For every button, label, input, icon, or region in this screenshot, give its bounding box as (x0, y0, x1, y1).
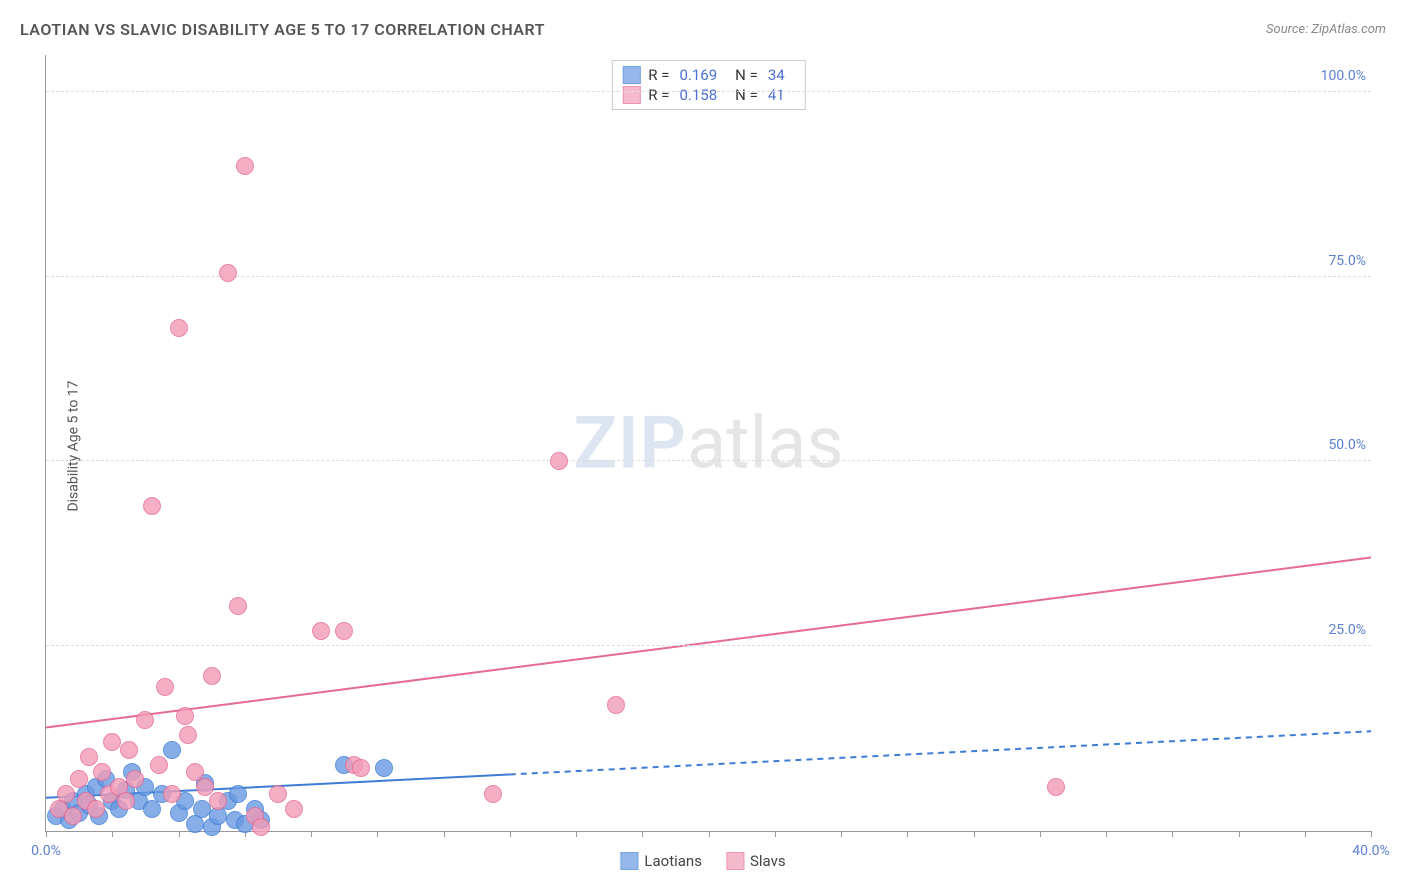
x-tick (642, 831, 643, 837)
data-point (285, 800, 303, 818)
y-tick-label: 100.0% (1321, 68, 1366, 84)
data-point (203, 667, 221, 685)
data-point (229, 785, 247, 803)
data-point (335, 622, 353, 640)
data-point (120, 741, 138, 759)
data-point (57, 785, 75, 803)
x-tick (1305, 831, 1306, 837)
x-tick (1239, 831, 1240, 837)
data-point (156, 678, 174, 696)
x-tick (46, 831, 47, 837)
data-point (252, 818, 270, 836)
watermark: ZIPatlas (573, 401, 843, 486)
r-value: 0.158 (679, 86, 717, 104)
gridline-h (46, 276, 1371, 277)
chart-plot-area: ZIPatlas R = 0.169 N = 34 R = 0.158 N = 41 25.0… (45, 55, 1371, 832)
n-value: 41 (768, 86, 785, 104)
watermark-zip: ZIP (573, 401, 686, 486)
legend-top-row: R = 0.169 N = 34 (622, 65, 794, 85)
correlation-legend: R = 0.169 N = 34 R = 0.158 N = 41 (611, 60, 805, 110)
data-point (229, 597, 247, 615)
x-tick (112, 831, 113, 837)
legend-swatch (622, 66, 640, 84)
x-tick-label: 0.0% (31, 843, 61, 859)
legend-swatch (726, 852, 744, 870)
x-tick (179, 831, 180, 837)
legend-swatch (622, 86, 640, 104)
x-tick (709, 831, 710, 837)
data-point (64, 807, 82, 825)
data-point (236, 157, 254, 175)
series-legend: Laotians Slavs (620, 852, 785, 870)
data-point (179, 726, 197, 744)
x-tick (311, 831, 312, 837)
title-bar: LAOTIAN VS SLAVIC DISABILITY AGE 5 TO 17… (20, 20, 1386, 39)
data-point (117, 792, 135, 810)
data-point (269, 785, 287, 803)
legend-series-label: Slavs (750, 852, 786, 870)
data-point (550, 452, 568, 470)
data-point (143, 497, 161, 515)
data-point (219, 264, 237, 282)
gridline-h (46, 91, 1371, 92)
x-tick (377, 831, 378, 837)
legend-series-label: Laotians (644, 852, 702, 870)
data-point (93, 763, 111, 781)
n-label: N = (735, 66, 758, 84)
n-value: 34 (768, 66, 785, 84)
x-tick (1040, 831, 1041, 837)
data-point (70, 770, 88, 788)
chart-title: LAOTIAN VS SLAVIC DISABILITY AGE 5 TO 17… (20, 20, 545, 39)
data-point (193, 800, 211, 818)
x-tick (974, 831, 975, 837)
legend-series-item: Laotians (620, 852, 702, 870)
data-point (375, 759, 393, 777)
data-point (163, 785, 181, 803)
r-label: R = (648, 66, 669, 84)
x-tick (1172, 831, 1173, 837)
y-tick-label: 25.0% (1328, 622, 1366, 638)
x-tick (907, 831, 908, 837)
gridline-h (46, 460, 1371, 461)
data-point (484, 785, 502, 803)
x-tick (1371, 831, 1372, 837)
watermark-atlas: atlas (687, 401, 844, 486)
data-point (80, 748, 98, 766)
data-point (170, 319, 188, 337)
legend-series-item: Slavs (726, 852, 786, 870)
data-point (87, 800, 105, 818)
r-value: 0.169 (679, 66, 717, 84)
data-point (163, 741, 181, 759)
x-tick (576, 831, 577, 837)
y-tick-label: 75.0% (1328, 253, 1366, 269)
source-credit: Source: ZipAtlas.com (1266, 22, 1386, 37)
data-point (312, 622, 330, 640)
legend-swatch (620, 852, 638, 870)
x-tick-label: 40.0% (1352, 843, 1390, 859)
data-point (607, 696, 625, 714)
r-label: R = (648, 86, 669, 104)
x-tick (775, 831, 776, 837)
data-point (126, 770, 144, 788)
trend-line-solid (46, 558, 1371, 728)
data-point (150, 756, 168, 774)
data-point (209, 792, 227, 810)
trend-line-dashed (510, 731, 1371, 774)
gridline-h (46, 645, 1371, 646)
legend-top-row: R = 0.158 N = 41 (622, 85, 794, 105)
data-point (136, 711, 154, 729)
data-point (1047, 778, 1065, 796)
data-point (196, 778, 214, 796)
x-tick (510, 831, 511, 837)
n-label: N = (735, 86, 758, 104)
y-tick-label: 50.0% (1328, 437, 1366, 453)
x-tick (444, 831, 445, 837)
x-tick (841, 831, 842, 837)
data-point (352, 759, 370, 777)
data-point (103, 733, 121, 751)
data-point (176, 707, 194, 725)
x-tick (1106, 831, 1107, 837)
